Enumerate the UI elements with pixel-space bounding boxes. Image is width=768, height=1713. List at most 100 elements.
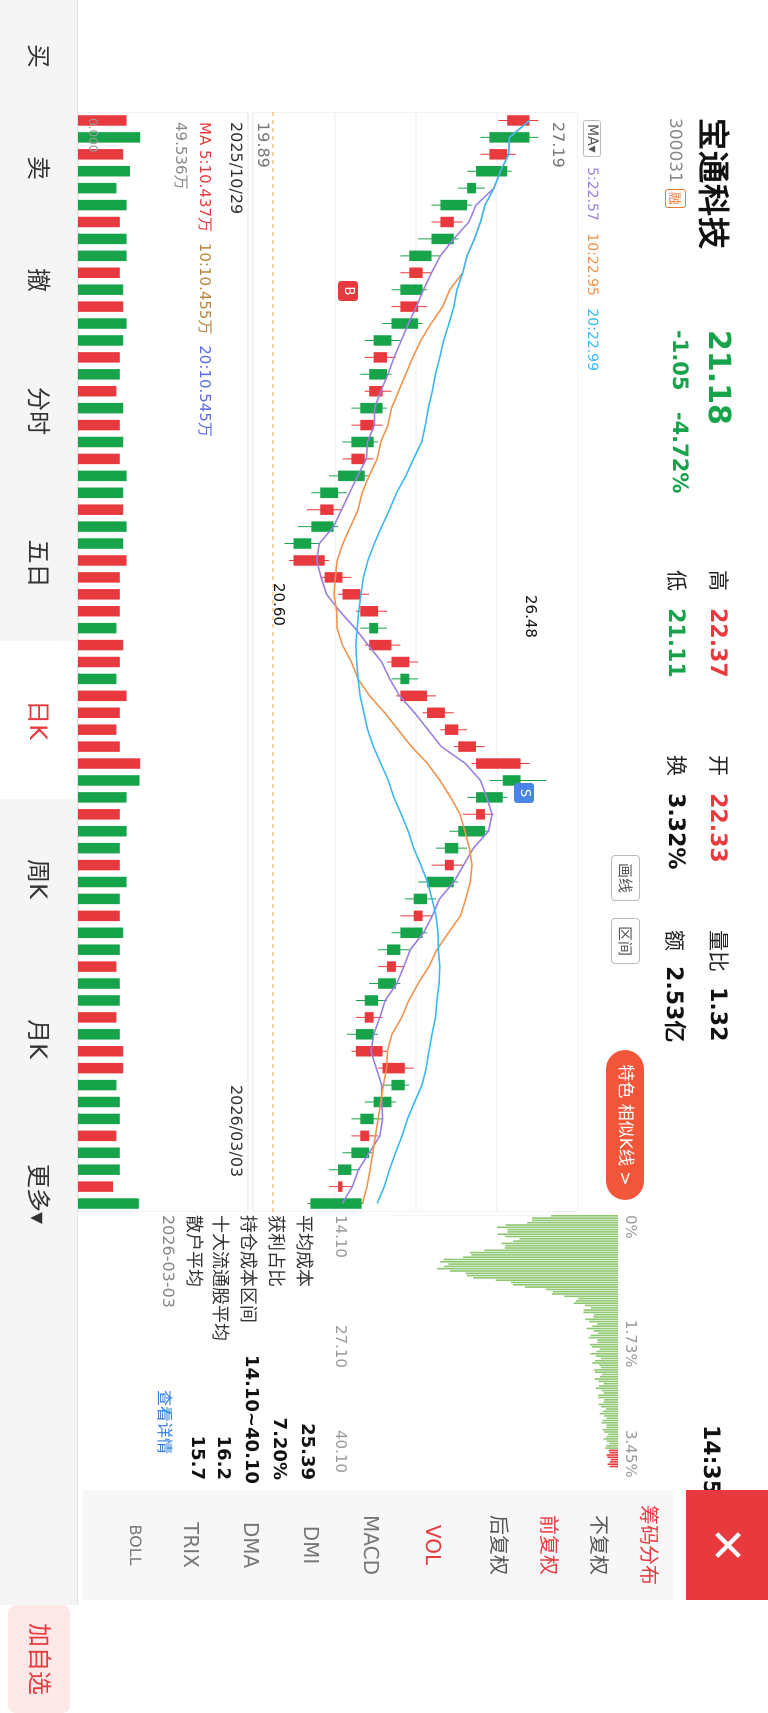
chip-bar [583,1309,618,1311]
candle-body[interactable] [440,199,468,211]
candle-body[interactable] [391,1079,405,1091]
candle-body[interactable] [360,605,379,617]
candle-body[interactable] [338,1164,352,1175]
add-favorite-button[interactable]: 加自选 [8,1605,70,1713]
similar-kline-button[interactable]: 特色 相似K线 > [606,1050,644,1200]
volume-bar [78,1198,139,1209]
candle-body[interactable] [440,216,454,228]
candle-body[interactable] [369,639,392,651]
candle-body[interactable] [409,250,432,262]
chip-bar [601,1405,618,1408]
candle-body[interactable] [373,335,392,346]
candle-body[interactable] [351,453,365,465]
candle-body[interactable] [351,1147,370,1159]
candle-body[interactable] [387,961,396,972]
tab-five-day[interactable]: 五日 [24,539,52,588]
range-button[interactable]: 区间 [611,918,640,965]
candle-body[interactable] [360,402,383,414]
candle-body[interactable] [391,318,419,329]
candle-body[interactable] [378,978,396,989]
tab-intraday[interactable]: 分时 [24,387,52,435]
draw-line-button[interactable]: 画线 [611,855,640,902]
volume-bar [78,284,124,295]
menu-forward-adjust[interactable]: 前复权 [537,1515,561,1575]
candle-body[interactable] [342,589,361,600]
tab-cancel[interactable]: 撤 [24,268,52,292]
candle-body[interactable] [373,1096,392,1108]
candle-body[interactable] [310,1198,362,1209]
volume-bar [78,1029,120,1040]
candle-body[interactable] [458,825,485,837]
tab-weekly-k[interactable]: 周K [24,859,52,899]
candle-body[interactable] [444,859,454,871]
tab-buy[interactable]: 买 [24,44,52,68]
candle-body[interactable] [391,656,410,668]
buy-signal-tag[interactable]: B [338,281,358,301]
candle-body[interactable] [400,690,428,702]
candle-body[interactable] [369,369,388,380]
candle-body[interactable] [324,572,343,583]
candle-body[interactable] [427,707,445,719]
candle-body[interactable] [360,419,374,431]
candle-body[interactable] [427,876,454,888]
menu-vol[interactable]: VOL [421,1524,445,1566]
candle-body[interactable] [351,436,374,448]
menu-no-adjust[interactable]: 不复权 [587,1515,611,1575]
menu-trix[interactable]: TRIX [179,1522,203,1568]
candle-body[interactable] [400,284,423,295]
candle-body[interactable] [364,995,379,1006]
candle-body[interactable] [458,741,477,752]
view-details-link[interactable]: 查看详情 [155,1390,174,1455]
retail-avg-label[interactable]: 散户平均 [183,1215,204,1287]
chip-bar [597,1341,618,1344]
candle-body[interactable] [400,301,419,312]
candle-body[interactable] [507,115,530,126]
candle-body[interactable] [387,944,401,955]
candle-body[interactable] [355,1029,374,1040]
candle-body[interactable] [293,555,325,566]
close-button[interactable]: ✕ [686,1490,768,1600]
candle-body[interactable] [444,724,459,735]
menu-backward-adjust[interactable]: 后复权 [487,1515,511,1575]
ma-toggle-button[interactable]: MA▾ [583,120,601,157]
candle-body[interactable] [476,809,485,820]
candle-body[interactable] [320,504,334,515]
candle-body[interactable] [320,487,339,499]
candle-body[interactable] [311,521,334,532]
menu-macd[interactable]: MACD [359,1515,383,1575]
sell-signal-tag[interactable]: S [514,783,534,803]
chip-bar [600,1366,618,1369]
candle-body[interactable] [409,267,423,279]
candle-body[interactable] [355,1045,383,1057]
top10-avg-label[interactable]: 十大流通股平均 [209,1215,230,1341]
menu-dma[interactable]: DMA [239,1521,263,1569]
candle-body[interactable] [467,182,477,194]
candle-body[interactable] [489,149,508,160]
tab-sell[interactable]: 卖 [24,156,52,180]
candle-body[interactable] [369,622,379,634]
candle-body[interactable] [476,758,521,769]
candle-body[interactable] [444,842,459,854]
kline-chart[interactable] [78,112,578,1212]
volume-bar [78,724,117,735]
candle-body[interactable] [293,538,312,549]
candle-body[interactable] [373,352,388,363]
candle-body[interactable] [360,1113,374,1125]
candle-body[interactable] [431,233,454,245]
candle-body[interactable] [413,910,423,922]
tab-more[interactable]: 更多▾ [24,1163,52,1225]
candle-body[interactable] [338,470,365,482]
tab-monthly-k[interactable]: 月K [24,1019,52,1059]
candle-body[interactable] [382,1062,405,1074]
candle-body[interactable] [400,927,423,939]
menu-dmi[interactable]: DMI [299,1525,323,1565]
candle-body[interactable] [476,792,503,803]
tab-daily-k[interactable]: 日K [0,641,77,799]
menu-boll[interactable]: BOLL [126,1524,145,1566]
candle-body[interactable] [364,1012,374,1023]
candle-body[interactable] [413,893,428,905]
candle-body[interactable] [360,1130,370,1142]
menu-chip-dist[interactable]: 筹码分布 [637,1505,661,1585]
candle-body[interactable] [338,1181,343,1192]
candle-body[interactable] [400,673,410,685]
